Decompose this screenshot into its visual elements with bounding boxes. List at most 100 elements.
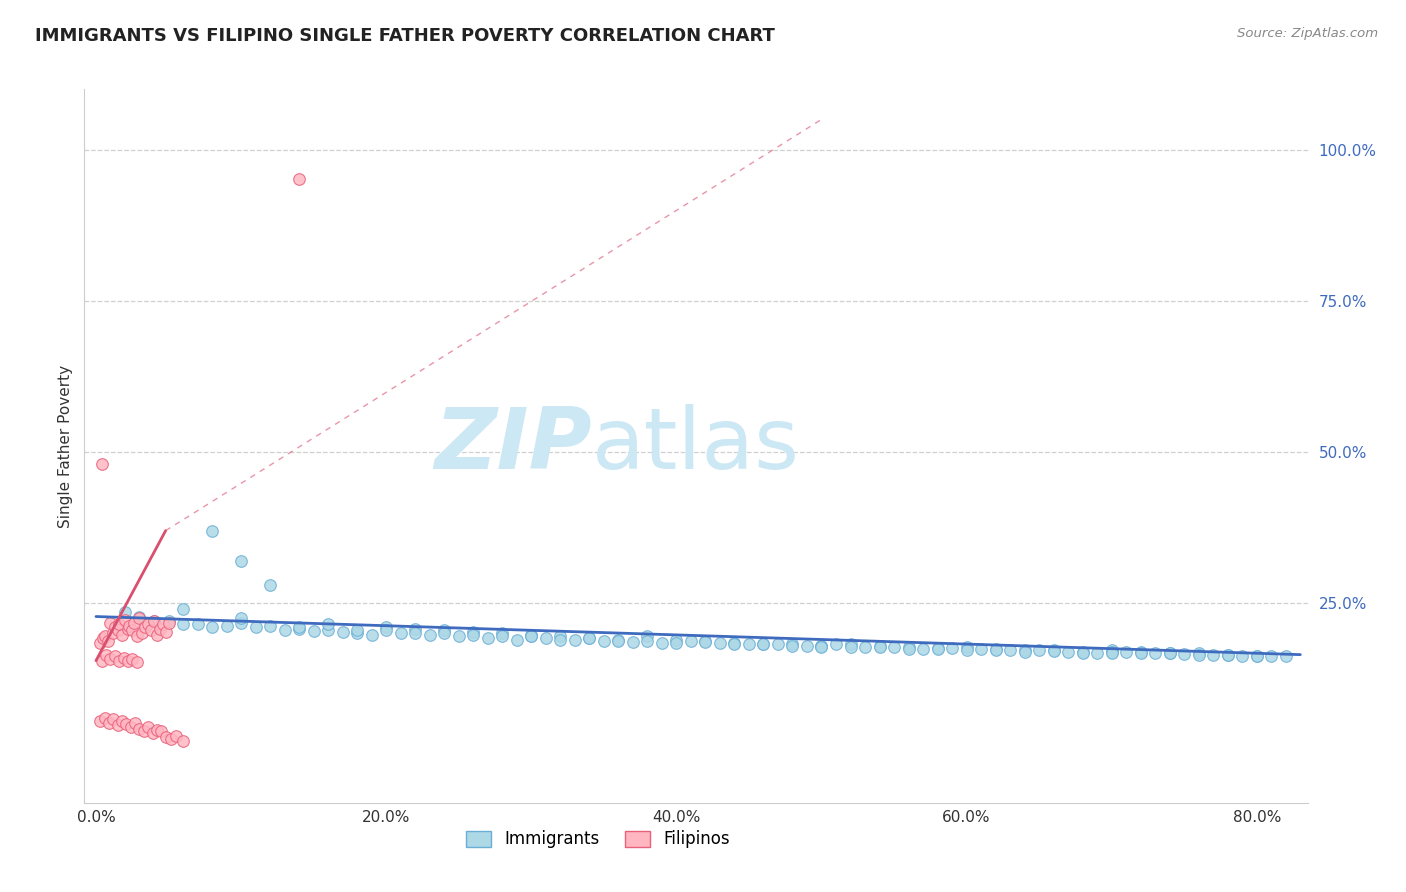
Point xyxy=(259,578,281,592)
Point xyxy=(1144,646,1167,660)
Point xyxy=(869,639,891,653)
Point xyxy=(621,635,644,649)
Point xyxy=(128,611,150,625)
Point xyxy=(955,640,977,654)
Point xyxy=(122,615,145,630)
Point xyxy=(131,626,153,640)
Point xyxy=(150,724,173,739)
Point xyxy=(477,632,499,646)
Point xyxy=(1129,647,1152,661)
Point xyxy=(506,632,529,647)
Point xyxy=(550,632,572,647)
Point xyxy=(114,613,136,627)
Point xyxy=(1260,649,1282,664)
Point xyxy=(1188,647,1211,661)
Point xyxy=(839,640,862,654)
Point xyxy=(1014,645,1036,659)
Point xyxy=(970,642,993,657)
Point xyxy=(955,642,977,657)
Point xyxy=(288,171,311,186)
Point xyxy=(825,637,848,651)
Point xyxy=(201,620,224,634)
Point xyxy=(245,620,267,634)
Point xyxy=(419,628,441,642)
Point xyxy=(1232,648,1254,663)
Point xyxy=(984,642,1007,657)
Point xyxy=(143,615,166,629)
Point xyxy=(155,625,177,640)
Point xyxy=(1246,648,1268,663)
Point xyxy=(695,635,717,649)
Point xyxy=(104,649,127,664)
Point xyxy=(782,637,804,651)
Point xyxy=(229,554,252,568)
Point xyxy=(578,632,600,646)
Point xyxy=(433,624,456,638)
Point xyxy=(121,652,143,666)
Point xyxy=(897,640,920,654)
Point xyxy=(229,615,252,630)
Point xyxy=(927,641,949,656)
Point xyxy=(550,630,572,644)
Point xyxy=(796,639,818,653)
Point xyxy=(998,642,1021,657)
Text: IMMIGRANTS VS FILIPINO SINGLE FATHER POVERTY CORRELATION CHART: IMMIGRANTS VS FILIPINO SINGLE FATHER POV… xyxy=(35,27,775,45)
Point xyxy=(152,617,174,632)
Point xyxy=(491,626,513,640)
Point xyxy=(1216,648,1239,662)
Point xyxy=(1101,643,1123,657)
Point xyxy=(1042,644,1064,658)
Point xyxy=(111,628,134,642)
Point xyxy=(782,639,804,653)
Point xyxy=(157,615,180,629)
Point xyxy=(463,628,485,642)
Point xyxy=(375,620,398,634)
Point xyxy=(1159,646,1181,660)
Point xyxy=(1101,646,1123,660)
Point xyxy=(1028,643,1050,657)
Point xyxy=(157,615,180,630)
Point xyxy=(107,718,129,732)
Point xyxy=(665,632,688,647)
Point xyxy=(108,654,131,668)
Point xyxy=(389,626,412,640)
Point xyxy=(447,630,470,644)
Point xyxy=(897,641,920,656)
Point xyxy=(564,632,586,647)
Point xyxy=(128,722,150,736)
Point xyxy=(121,624,143,638)
Point xyxy=(534,631,557,645)
Point xyxy=(346,626,368,640)
Point xyxy=(984,641,1007,656)
Point xyxy=(98,716,121,731)
Point xyxy=(134,620,156,634)
Point xyxy=(288,620,311,634)
Point xyxy=(97,633,120,648)
Point xyxy=(103,626,125,640)
Text: ZIP: ZIP xyxy=(434,404,592,488)
Point xyxy=(723,637,745,651)
Point xyxy=(941,640,963,655)
Point xyxy=(404,622,426,636)
Point xyxy=(118,619,141,633)
Point xyxy=(752,637,775,651)
Point xyxy=(302,624,325,638)
Point xyxy=(288,622,311,636)
Point xyxy=(1216,648,1239,662)
Point xyxy=(332,625,354,640)
Point xyxy=(839,637,862,651)
Point xyxy=(136,617,159,632)
Point xyxy=(125,656,148,670)
Point xyxy=(143,615,166,629)
Point xyxy=(215,618,238,632)
Point xyxy=(709,635,731,649)
Point xyxy=(125,630,148,644)
Point xyxy=(114,605,136,619)
Point xyxy=(1071,646,1094,660)
Point xyxy=(679,633,702,648)
Point xyxy=(520,628,543,642)
Y-axis label: Single Father Poverty: Single Father Poverty xyxy=(58,365,73,527)
Point xyxy=(201,524,224,538)
Point xyxy=(1071,645,1094,659)
Point xyxy=(124,716,146,731)
